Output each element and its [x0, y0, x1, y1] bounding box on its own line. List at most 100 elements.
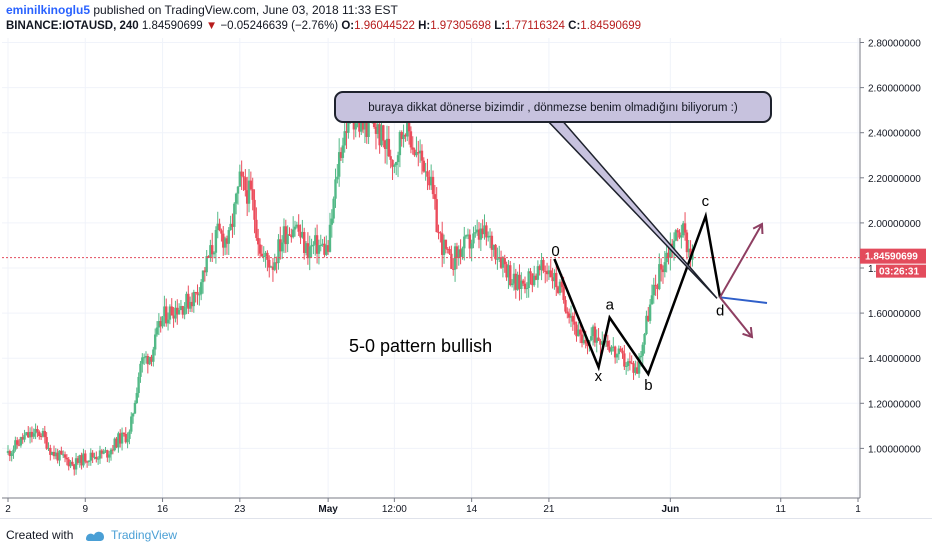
- candle-up: [54, 452, 58, 457]
- candle-down: [67, 459, 70, 467]
- candle-up: [595, 337, 598, 343]
- candle-up: [264, 252, 267, 257]
- candle-up: [510, 283, 514, 286]
- candle-up: [669, 243, 672, 258]
- high-label: H:: [418, 20, 431, 32]
- candle-down: [84, 453, 87, 462]
- candle-up: [295, 224, 299, 227]
- candle-down: [271, 266, 275, 270]
- candle-up: [464, 235, 468, 237]
- tradingview-brand[interactable]: TradingView: [111, 528, 178, 542]
- candle-down: [245, 190, 249, 204]
- candle-down: [383, 140, 387, 149]
- candle-up: [337, 152, 341, 177]
- candle-down: [437, 232, 440, 234]
- price-axis[interactable]: 2.80000000 2.60000000 2.40000000 2.20000000…: [859, 38, 926, 498]
- countdown-tag: [876, 264, 926, 278]
- candle-down: [499, 257, 503, 268]
- candle-down: [503, 258, 506, 265]
- candle-down: [268, 259, 271, 268]
- candle-down: [509, 265, 512, 286]
- candle-up: [47, 447, 50, 449]
- callout-box: [334, 91, 772, 123]
- candle-up: [424, 171, 427, 173]
- candle-down: [255, 219, 258, 238]
- x-tick-label: 11: [776, 504, 787, 515]
- candle-down: [52, 451, 56, 457]
- candle-down: [196, 292, 199, 295]
- candle-up: [658, 264, 661, 290]
- symbol-label: BINANCE:IOTAUSD, 240: [6, 20, 139, 32]
- candle-up: [10, 453, 13, 456]
- time-axis[interactable]: 2 9 16 23 May 12:00 14 21 Jun 11 1: [2, 497, 861, 515]
- candle-up: [234, 193, 238, 204]
- candle-down: [211, 245, 214, 255]
- candle-up: [363, 118, 367, 130]
- candle-down: [400, 132, 403, 140]
- candle-up: [109, 449, 113, 455]
- candle-down: [71, 461, 74, 465]
- candle-up: [486, 236, 490, 238]
- candle-up: [32, 433, 35, 437]
- candle-up: [650, 295, 654, 305]
- candle-down: [529, 271, 532, 274]
- candle-up: [457, 249, 460, 259]
- candle-down: [389, 156, 392, 160]
- candle-down: [523, 283, 527, 290]
- candle-down: [599, 340, 602, 345]
- candle-up: [216, 223, 219, 230]
- candle-down: [63, 454, 67, 458]
- candle-up: [376, 124, 380, 134]
- current-price: 1.84590699: [141, 20, 203, 32]
- tradingview-logo-icon[interactable]: [84, 528, 106, 542]
- candle-down: [444, 239, 448, 249]
- candle-down: [365, 118, 368, 137]
- candle-down: [222, 233, 225, 248]
- candle-down: [659, 264, 663, 270]
- candle-up: [569, 315, 573, 318]
- candle-up: [582, 339, 586, 344]
- countdown-label: 03:26:31: [879, 267, 919, 278]
- candle-down: [242, 176, 245, 178]
- candle-up: [442, 239, 446, 255]
- candle-up: [492, 244, 495, 250]
- candle-down: [244, 177, 247, 191]
- candle-down: [468, 234, 471, 249]
- pattern-point-label: d: [716, 302, 724, 319]
- candle-up: [141, 357, 144, 364]
- candle-down: [251, 189, 254, 200]
- candle-up: [291, 229, 295, 238]
- candle-down: [654, 284, 657, 286]
- candle-up: [532, 275, 536, 286]
- candle-up: [117, 433, 120, 448]
- candle-up: [312, 244, 315, 246]
- price-chart[interactable]: 0 x a b c d 5-0 pattern bullish buraya dikkat d…: [0, 38, 932, 518]
- author-link[interactable]: eminilkinoglu5: [6, 3, 91, 17]
- candle-up: [319, 245, 322, 247]
- y-tick-label: 1.40000000: [868, 354, 921, 365]
- candle-up: [28, 431, 32, 438]
- x-tick-label: 21: [543, 504, 555, 515]
- y-tick-label: 1.60000000: [868, 309, 921, 320]
- candle-down: [27, 432, 30, 438]
- candle-up: [325, 245, 328, 255]
- candle-down: [409, 131, 413, 148]
- open-value: 1.96044522: [354, 20, 415, 32]
- candle-up: [553, 272, 556, 282]
- candle-up: [93, 456, 96, 458]
- candle-down: [575, 324, 578, 337]
- candle-up: [536, 266, 540, 280]
- candle-down: [297, 224, 300, 232]
- candle-up: [402, 134, 405, 140]
- candle-down: [275, 262, 278, 264]
- candle-down: [303, 232, 306, 253]
- candle-up: [131, 413, 135, 417]
- candle-up: [474, 232, 477, 234]
- candle-down: [218, 223, 221, 231]
- candle-down: [428, 176, 431, 186]
- candle-down: [459, 249, 462, 257]
- candle-down: [567, 313, 571, 318]
- pattern-polyline: [553, 211, 722, 377]
- candle-down: [220, 230, 223, 234]
- low-value: 1.77116324: [505, 20, 565, 32]
